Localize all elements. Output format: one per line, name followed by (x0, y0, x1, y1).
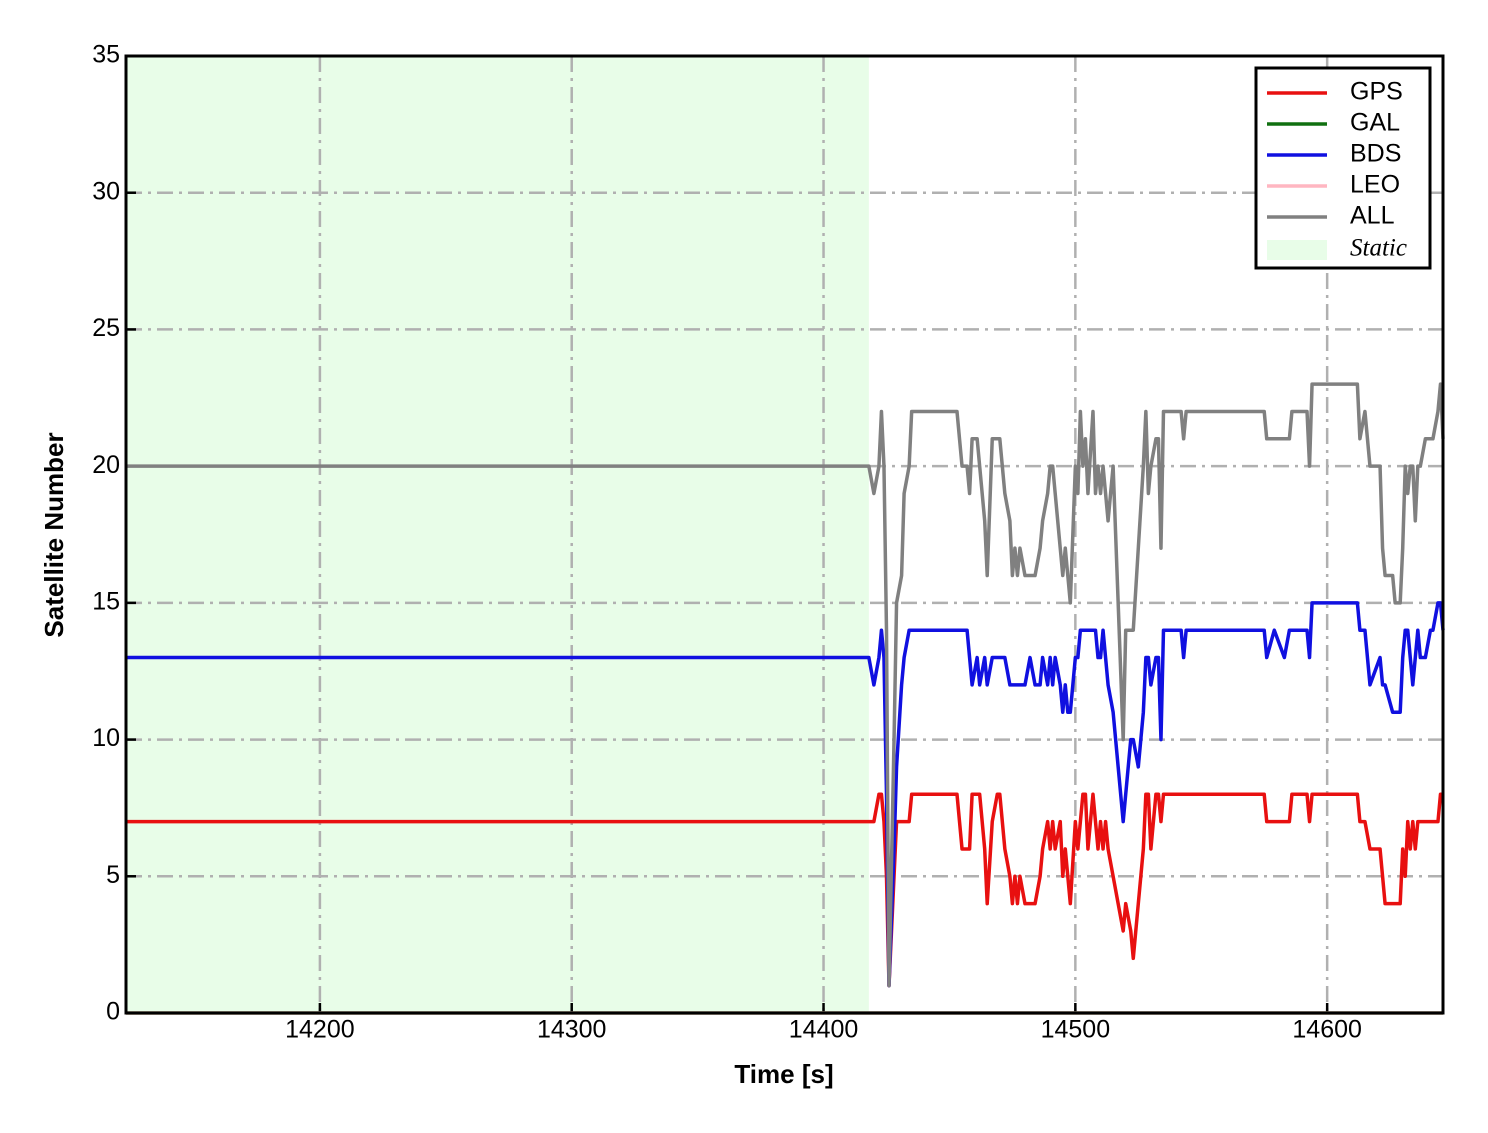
y-tick-label: 10 (92, 724, 120, 752)
y-tick-label: 0 (106, 998, 120, 1026)
static-region (126, 56, 869, 1013)
y-tick-label: 35 (92, 41, 120, 69)
legend-label: GAL (1350, 109, 1400, 137)
legend-swatch (1267, 240, 1327, 260)
y-tick-label: 5 (106, 861, 120, 889)
x-tick-label: 14400 (789, 1016, 859, 1044)
series-line (126, 382, 1445, 988)
legend-label: Static (1350, 235, 1407, 262)
legend-label: ALL (1350, 202, 1395, 230)
y-tick-label: 20 (92, 451, 120, 479)
y-tick-label: 25 (92, 314, 120, 342)
y-tick-label: 15 (92, 587, 120, 615)
legend-label: BDS (1350, 140, 1401, 168)
series-line (126, 792, 1443, 988)
legend-box (1254, 66, 1432, 270)
x-tick-label: 14500 (1041, 1016, 1111, 1044)
x-tick-label: 14200 (285, 1016, 355, 1044)
legend-label: LEO (1350, 171, 1400, 199)
x-tick-label: 14600 (1292, 1016, 1362, 1044)
series-line (126, 601, 1445, 988)
x-axis-title: Time [s] (734, 1059, 833, 1089)
y-axis-title: Satellite Number (39, 432, 69, 637)
x-tick-label: 14300 (537, 1016, 607, 1044)
plot-frame (124, 54, 1445, 1015)
y-tick-label: 30 (92, 177, 120, 205)
legend-label: GPS (1350, 78, 1403, 106)
